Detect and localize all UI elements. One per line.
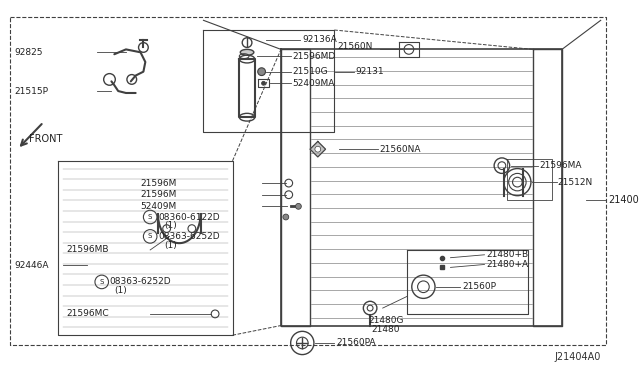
Text: 21480+B: 21480+B: [486, 250, 529, 259]
Circle shape: [283, 214, 289, 220]
Text: 21560PA: 21560PA: [336, 339, 376, 347]
Text: 52409MA: 52409MA: [292, 79, 335, 88]
Text: 21560NA: 21560NA: [380, 145, 421, 154]
Text: 21596M: 21596M: [141, 190, 177, 199]
Text: 08363-6252D: 08363-6252D: [109, 278, 171, 286]
Text: J21404A0: J21404A0: [554, 352, 601, 362]
Text: (1): (1): [164, 241, 177, 250]
Text: 92136A: 92136A: [302, 35, 337, 44]
Text: 21510G: 21510G: [292, 67, 328, 76]
Circle shape: [296, 203, 301, 209]
Text: 21596MB: 21596MB: [66, 246, 108, 254]
Text: 52409M: 52409M: [141, 202, 177, 211]
Text: 08360-6122D: 08360-6122D: [158, 212, 220, 221]
Text: 21515P: 21515P: [15, 87, 49, 96]
Text: 21400: 21400: [609, 195, 639, 205]
Text: 21560P: 21560P: [462, 282, 496, 291]
Text: 21480: 21480: [371, 325, 399, 334]
Text: 21480G: 21480G: [368, 316, 404, 325]
Text: 21560N: 21560N: [337, 42, 372, 51]
Polygon shape: [310, 141, 326, 157]
Text: 21596MA: 21596MA: [540, 161, 582, 170]
Text: 21596M: 21596M: [141, 179, 177, 187]
Text: 92825: 92825: [15, 48, 43, 57]
Text: 92446A: 92446A: [15, 261, 49, 270]
Text: (1): (1): [164, 221, 177, 230]
Ellipse shape: [240, 49, 254, 55]
Text: 21512N: 21512N: [557, 177, 593, 187]
Text: 08363-6252D: 08363-6252D: [158, 232, 220, 241]
Text: FRONT: FRONT: [29, 135, 63, 144]
Text: 21480+A: 21480+A: [486, 260, 529, 269]
Circle shape: [262, 81, 266, 85]
Text: (1): (1): [115, 286, 127, 295]
Text: 92131: 92131: [356, 67, 384, 76]
Circle shape: [258, 68, 266, 76]
Text: S: S: [148, 214, 152, 220]
Circle shape: [315, 146, 321, 152]
Text: 21596MD: 21596MD: [292, 52, 336, 61]
Text: 21596MC: 21596MC: [66, 310, 109, 318]
Text: S: S: [100, 279, 104, 285]
Text: S: S: [148, 233, 152, 240]
